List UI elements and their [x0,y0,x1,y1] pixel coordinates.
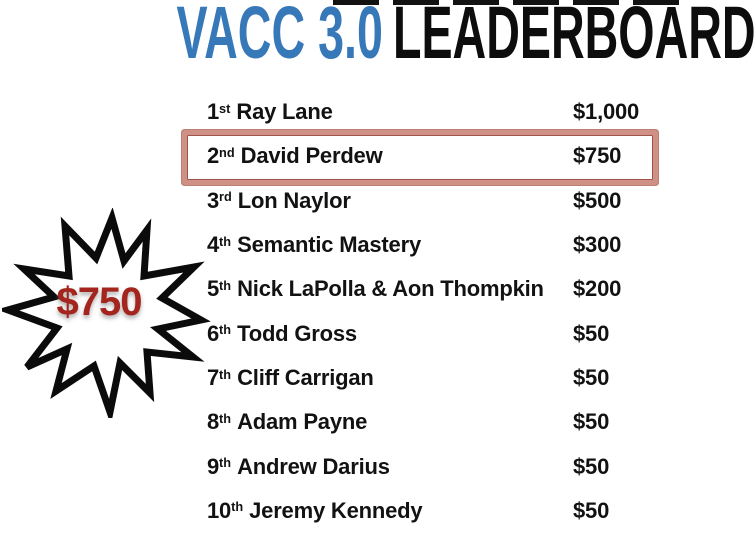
rank-ordinal: th [219,410,232,426]
entrant-name: 6th Todd Gross [207,321,573,347]
prize-amount: $50 [573,453,610,479]
rank-number: 9 [207,453,220,479]
prize-amount: $500 [573,187,622,213]
rank-ordinal: th [219,277,232,293]
entrant-name: 4th Semantic Mastery [207,232,573,258]
list-item-rank-8: 8th Adam Payne $50 [207,400,653,444]
starburst-icon [2,208,211,418]
entrant-label: Todd Gross [237,320,357,346]
starburst-badge: $750 [2,208,212,418]
entrant-name: 2nd David Perdew [207,143,573,169]
entrant-name: 3rd Lon Naylor [207,188,573,214]
rank-number: 3 [207,187,220,213]
list-item-rank-4: 4th Semantic Mastery $300 [207,223,653,267]
rank-number: 2 [207,143,220,169]
entrant-label: Nick LaPolla & Aon Thompkin [237,276,544,302]
prize-amount: $1,000 [573,99,640,125]
badge-amount: $750 [56,280,143,324]
rank-ordinal: st [219,100,231,116]
list-item-rank-7: 7th Cliff Carrigan $50 [207,356,653,400]
list-item-rank-5: 5th Nick LaPolla & Aon Thompkin $200 [207,267,653,311]
rank-number: 10 [207,497,232,523]
entrant-name: 9th Andrew Darius [207,454,573,480]
leaderboard-list: 1st Ray Lane $1,000 2nd David Perdew $750 … [187,90,653,533]
prize-amount: $50 [573,409,610,435]
prize-amount: $50 [573,497,610,523]
page-title: VACC 3.0 LEADERBOARD [176,0,754,70]
entrant-name: 8th Adam Payne [207,409,573,435]
rank-number: 5 [207,276,220,302]
prize-amount: $50 [573,320,610,346]
rank-ordinal: th [219,366,232,382]
rank-ordinal: th [231,499,244,515]
rank-ordinal: th [219,455,232,471]
entrant-label: David Perdew [240,143,383,169]
prize-amount: $50 [573,364,610,390]
entrant-label: Semantic Mastery [237,232,421,258]
rank-ordinal: rd [219,189,232,205]
rank-number: 6 [207,320,220,346]
list-item-rank-2: 2nd David Perdew $750 [207,134,653,178]
rank-number: 8 [207,409,220,435]
prize-amount: $200 [573,276,622,302]
rank-number: 7 [207,364,220,390]
rank-number: 1 [207,99,220,125]
list-item-rank-10: 10th Jeremy Kennedy $50 [207,489,653,533]
entrant-label: Adam Payne [237,409,368,435]
list-item-rank-1: 1st Ray Lane $1,000 [207,90,653,134]
rank-number: 4 [207,232,220,258]
prize-amount: $300 [573,232,622,258]
entrant-label: Jeremy Kennedy [249,497,423,523]
rank-ordinal: th [219,322,232,338]
rank-ordinal: nd [219,145,235,161]
title-rest: LEADERBOARD [392,0,754,74]
list-item-rank-9: 9th Andrew Darius $50 [207,444,653,488]
list-item-rank-6: 6th Todd Gross $50 [207,311,653,355]
entrant-name: 1st Ray Lane [207,99,573,125]
entrant-name: 10th Jeremy Kennedy [207,498,573,524]
list-item-rank-3: 3rd Lon Naylor $500 [207,179,653,223]
entrant-label: Ray Lane [236,99,333,125]
entrant-label: Cliff Carrigan [237,364,374,390]
entrant-label: Lon Naylor [237,187,351,213]
cropped-text-artifact [333,0,690,5]
entrant-name: 5th Nick LaPolla & Aon Thompkin [207,276,573,302]
prize-amount: $750 [573,143,622,169]
rank-ordinal: th [219,233,232,249]
title-accent: VACC 3.0 [176,0,383,74]
entrant-label: Andrew Darius [237,453,390,479]
entrant-name: 7th Cliff Carrigan [207,365,573,391]
